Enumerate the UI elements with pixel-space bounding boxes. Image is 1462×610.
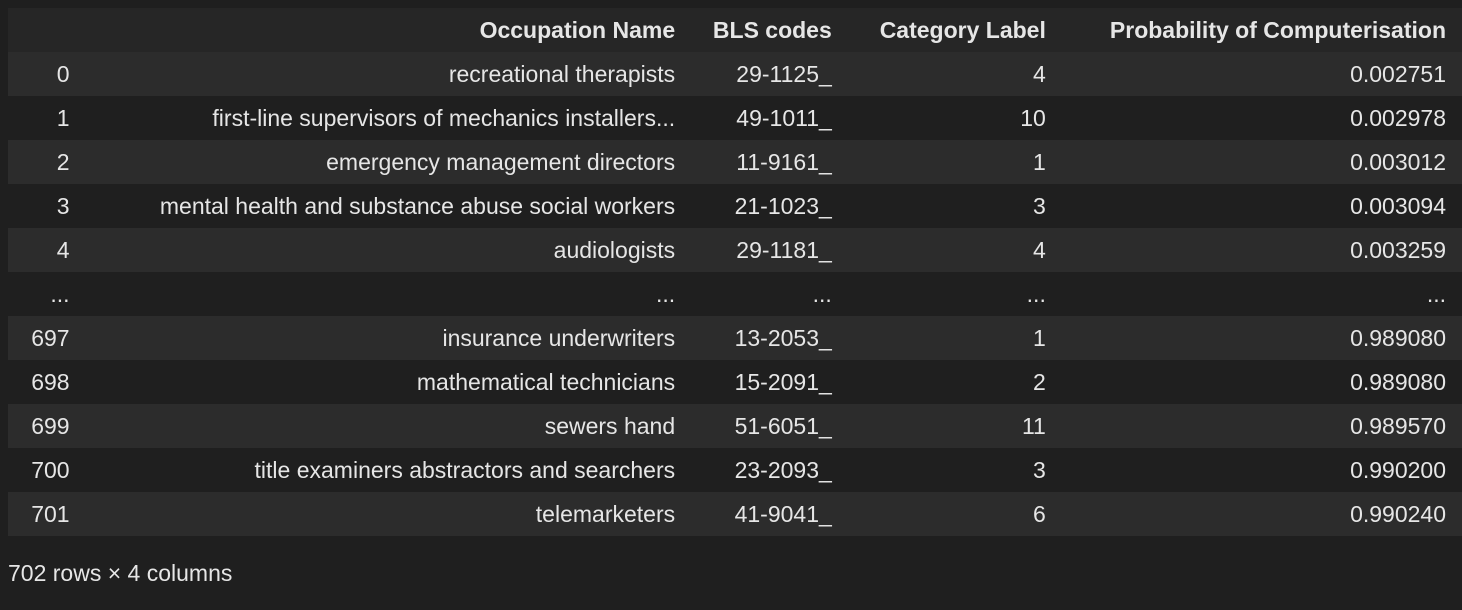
bls-code-cell: 41-9041_ (734, 500, 832, 527)
category-label-header: Category Label (847, 8, 1062, 52)
row-index: 701 (31, 500, 70, 527)
table-row: 0 recreational therapists 29-1125_ 4 0.00275… (8, 52, 1462, 96)
table-row: 698 mathematical technicians 15-2091_ 2 0.98… (8, 360, 1462, 404)
occupation-name-cell: first-line supervisors of mechanics inst… (212, 104, 676, 131)
row-index: 700 (31, 456, 70, 483)
bls-code-cell: 15-2091_ (734, 368, 832, 395)
row-index: 4 (56, 236, 70, 263)
row-index: 697 (31, 324, 70, 351)
table-row: 1 first-line supervisors of mechanics ins… (8, 96, 1462, 140)
dataframe-table: Occupation Name BLS codes Category Label… (8, 8, 1462, 536)
category-label-cell: 6 (1033, 500, 1046, 527)
occupation-name-cell: telemarketers (535, 500, 676, 527)
row-index: ... (50, 280, 70, 307)
probability-cell: 0.003259 (1350, 236, 1446, 263)
table-row: 4 audiologists 29-1181_ 4 0.003259 (8, 228, 1462, 272)
probability-cell: 0.990200 (1350, 456, 1446, 483)
probability-cell: 0.990240 (1350, 500, 1446, 527)
row-index: 699 (31, 412, 70, 439)
bls-codes-header: BLS codes (691, 8, 848, 52)
table-row: ............... (8, 272, 1462, 316)
occupation-name-cell: audiologists (553, 236, 676, 263)
occupation-name-cell: mental health and substance abuse social… (159, 192, 676, 219)
probability-cell: 0.989570 (1350, 412, 1446, 439)
table-row: 701 telemarketers 41-9041_ 6 0.990240 (8, 492, 1462, 536)
probability-header: Probability of Computerisation (1061, 8, 1462, 52)
table-row: 697 insurance underwriters 13-2053_ 1 0.9890… (8, 316, 1462, 360)
bls-code-cell: ... (812, 280, 832, 307)
occupation-name-cell: mathematical technicians (416, 368, 676, 395)
category-label-cell: ... (1026, 280, 1046, 307)
category-label-cell: 3 (1033, 192, 1046, 219)
occupation-name-cell: insurance underwriters (442, 324, 676, 351)
probability-cell: 0.003012 (1350, 148, 1446, 175)
table-body: 0 recreational therapists 29-1125_ 4 0.00275… (8, 52, 1462, 536)
table-row: 699 sewers hand 51-6051_ 11 0.989570 (8, 404, 1462, 448)
row-index: 3 (56, 192, 70, 219)
category-label-cell: 4 (1033, 60, 1046, 87)
occupation-name-cell: emergency management directors (326, 148, 676, 175)
bls-code-cell: 13-2053_ (734, 324, 832, 351)
category-label-cell: 11 (1021, 412, 1046, 439)
bls-code-cell: 49-1011_ (736, 104, 832, 131)
category-label-cell: 1 (1033, 324, 1046, 351)
probability-cell: 0.989080 (1350, 324, 1446, 351)
probability-cell: 0.989080 (1350, 368, 1446, 395)
occupation-name-cell: title examiners abstractors and searcher… (254, 456, 676, 483)
table-row: 700 title examiners abstractors and searc… (8, 448, 1462, 492)
table-row: 2 emergency management directors 11-9161_ 1… (8, 140, 1462, 184)
row-index: 2 (56, 148, 70, 175)
occupation-name-cell: recreational therapists (448, 60, 676, 87)
bls-code-cell: 51-6051_ (734, 412, 832, 439)
probability-cell: 0.003094 (1350, 192, 1446, 219)
table-row: 3 mental health and substance abuse socia… (8, 184, 1462, 228)
probability-cell: 0.002751 (1350, 60, 1446, 87)
occupation-name-cell: ... (655, 280, 676, 307)
header-row: Occupation Name BLS codes Category Label… (8, 8, 1462, 52)
bls-code-cell: 11-9161_ (736, 148, 832, 175)
row-count-footer: 702 rows × 4 columns (8, 560, 233, 586)
category-label-cell: 2 (1033, 368, 1046, 395)
bls-code-cell: 29-1125_ (736, 60, 832, 87)
row-index: 698 (31, 368, 70, 395)
probability-cell: 0.002978 (1350, 104, 1446, 131)
bls-code-cell: 23-2093_ (734, 456, 832, 483)
row-index: 0 (56, 60, 70, 87)
category-label-cell: 4 (1033, 236, 1046, 263)
occupation-name-cell: sewers hand (544, 412, 676, 439)
bls-code-cell: 29-1181_ (736, 236, 832, 263)
category-label-cell: 10 (1020, 104, 1046, 131)
index-header (8, 8, 86, 52)
probability-cell: ... (1426, 280, 1446, 307)
category-label-cell: 3 (1033, 456, 1046, 483)
row-index: 1 (56, 104, 70, 131)
bls-code-cell: 21-1023_ (734, 192, 832, 219)
category-label-cell: 1 (1033, 148, 1046, 175)
occupation-name-header: Occupation Name (85, 8, 692, 52)
